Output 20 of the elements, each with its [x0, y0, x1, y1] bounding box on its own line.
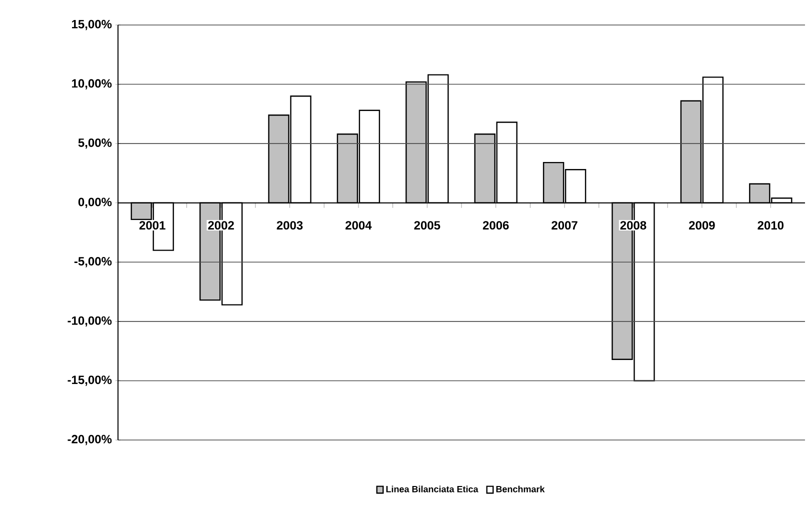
legend-label: Linea Bilanciata Etica: [386, 486, 478, 492]
x-tick-label: 2001: [139, 221, 166, 230]
x-tick-label: 2009: [689, 221, 715, 230]
x-tick-label: 2006: [482, 221, 509, 230]
legend-label: Benchmark: [496, 486, 545, 492]
y-tick-label: -5,00%: [74, 257, 112, 268]
x-tick-label: 2003: [276, 221, 303, 230]
y-tick-label: 0,00%: [78, 198, 112, 208]
x-tick-label: 2002: [208, 221, 234, 230]
x-tick-label: 2007: [552, 221, 578, 230]
y-tick-label: -10,00%: [68, 316, 112, 327]
x-tick-label: 2008: [620, 221, 646, 230]
y-tick-label: -15,00%: [68, 376, 112, 386]
x-tick-label: 2005: [414, 221, 440, 230]
y-tick-label: 15,00%: [72, 20, 112, 30]
y-tick-label: 10,00%: [72, 79, 112, 90]
x-tick-label: 2010: [758, 221, 784, 230]
y-tick-label: -20,00%: [68, 434, 112, 446]
y-tick-label: 5,00%: [78, 138, 112, 149]
x-tick-label: 2004: [346, 221, 372, 230]
